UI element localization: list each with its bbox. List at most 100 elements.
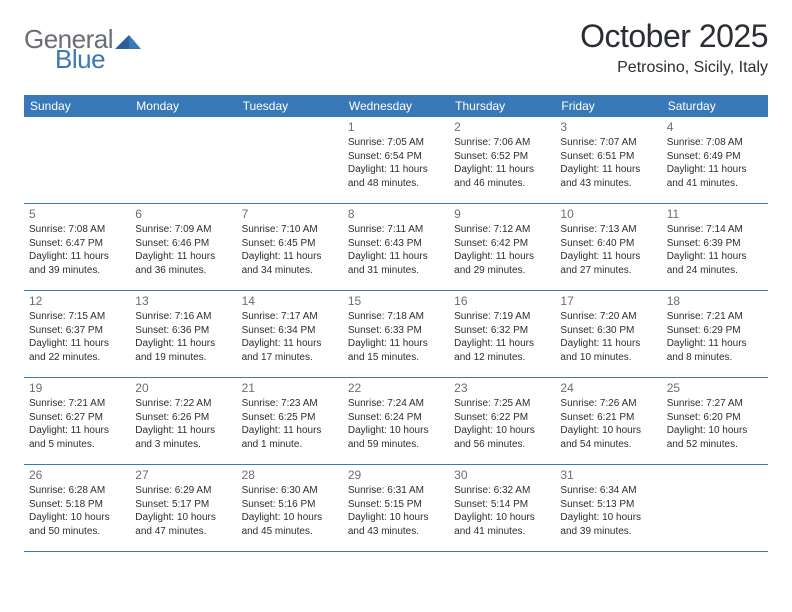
daylight-text: Daylight: 11 hours and 41 minutes. (667, 163, 763, 190)
dow-saturday: Saturday (662, 95, 768, 117)
sunset-text: Sunset: 5:18 PM (29, 498, 125, 512)
sunset-text: Sunset: 5:17 PM (135, 498, 231, 512)
sunrise-text: Sunrise: 7:09 AM (135, 223, 231, 237)
dow-monday: Monday (130, 95, 236, 117)
day-cell: 8 Sunrise: 7:11 AMSunset: 6:43 PMDaylight… (343, 204, 449, 290)
calendar-page: General October 2025 Petrosino, Sicily, … (0, 0, 792, 612)
day-number: 15 (348, 294, 444, 308)
sunrise-text: Sunrise: 7:15 AM (29, 310, 125, 324)
sunrise-text: Sunrise: 7:21 AM (667, 310, 763, 324)
sunrise-text: Sunrise: 7:12 AM (454, 223, 550, 237)
day-details: Sunrise: 6:30 AMSunset: 5:16 PMDaylight:… (242, 484, 338, 538)
sunrise-text: Sunrise: 7:24 AM (348, 397, 444, 411)
day-details: Sunrise: 6:28 AMSunset: 5:18 PMDaylight:… (29, 484, 125, 538)
daylight-text: Daylight: 11 hours and 22 minutes. (29, 337, 125, 364)
day-details: Sunrise: 7:26 AMSunset: 6:21 PMDaylight:… (560, 397, 656, 451)
day-details: Sunrise: 7:06 AMSunset: 6:52 PMDaylight:… (454, 136, 550, 190)
sunrise-text: Sunrise: 7:06 AM (454, 136, 550, 150)
day-details: Sunrise: 7:05 AMSunset: 6:54 PMDaylight:… (348, 136, 444, 190)
day-cell: 23 Sunrise: 7:25 AMSunset: 6:22 PMDayligh… (449, 378, 555, 464)
daylight-text: Daylight: 11 hours and 31 minutes. (348, 250, 444, 277)
daylight-text: Daylight: 10 hours and 54 minutes. (560, 424, 656, 451)
daylight-text: Daylight: 10 hours and 45 minutes. (242, 511, 338, 538)
day-cell: 6Sunrise: 7:09 AMSunset: 6:46 PMDaylight… (130, 204, 236, 290)
day-cell: 17 Sunrise: 7:20 AMSunset: 6:30 PMDayligh… (555, 291, 661, 377)
sunrise-text: Sunrise: 7:10 AM (242, 223, 338, 237)
sunset-text: Sunset: 6:21 PM (560, 411, 656, 425)
sunset-text: Sunset: 6:34 PM (242, 324, 338, 338)
sunrise-text: Sunrise: 6:29 AM (135, 484, 231, 498)
day-cell: 5Sunrise: 7:08 AMSunset: 6:47 PMDaylight… (24, 204, 130, 290)
day-cell: 28Sunrise: 6:30 AMSunset: 5:16 PMDayligh… (237, 465, 343, 551)
sunset-text: Sunset: 6:25 PM (242, 411, 338, 425)
day-details: Sunrise: 7:25 AMSunset: 6:22 PMDaylight:… (454, 397, 550, 451)
sunset-text: Sunset: 6:27 PM (29, 411, 125, 425)
week-row: 1Sunrise: 7:05 AMSunset: 6:54 PMDaylight… (24, 117, 768, 204)
day-details: Sunrise: 7:11 AMSunset: 6:43 PMDaylight:… (348, 223, 444, 277)
brand-text-part2: Blue (55, 44, 105, 74)
day-details: Sunrise: 7:20 AMSunset: 6:30 PMDaylight:… (560, 310, 656, 364)
location-subtitle: Petrosino, Sicily, Italy (580, 59, 768, 77)
day-cell: 24Sunrise: 7:26 AMSunset: 6:21 PMDayligh… (555, 378, 661, 464)
sunset-text: Sunset: 6:42 PM (454, 237, 550, 251)
sunrise-text: Sunrise: 7:23 AM (242, 397, 338, 411)
day-number: 8 (348, 207, 444, 221)
daylight-text: Daylight: 11 hours and 15 minutes. (348, 337, 444, 364)
day-cell: 15Sunrise: 7:18 AMSunset: 6:33 PMDayligh… (343, 291, 449, 377)
day-details: Sunrise: 7:08 AMSunset: 6:49 PMDaylight:… (667, 136, 763, 190)
day-cell: 31Sunrise: 6:34 AMSunset: 5:13 PMDayligh… (555, 465, 661, 551)
day-details: Sunrise: 7:21 AMSunset: 6:27 PMDaylight:… (29, 397, 125, 451)
day-cell (662, 465, 768, 551)
dow-friday: Friday (555, 95, 661, 117)
brand-text-part2-wrap: Blue (55, 44, 105, 75)
month-title: October 2025 (580, 18, 768, 55)
dow-thursday: Thursday (449, 95, 555, 117)
day-number: 19 (29, 381, 125, 395)
sunset-text: Sunset: 6:40 PM (560, 237, 656, 251)
day-cell: 1Sunrise: 7:05 AMSunset: 6:54 PMDaylight… (343, 117, 449, 203)
sunset-text: Sunset: 5:14 PM (454, 498, 550, 512)
page-header: General October 2025 Petrosino, Sicily, … (24, 18, 768, 77)
day-cell: 4Sunrise: 7:08 AMSunset: 6:49 PMDaylight… (662, 117, 768, 203)
daylight-text: Daylight: 11 hours and 17 minutes. (242, 337, 338, 364)
sunset-text: Sunset: 6:24 PM (348, 411, 444, 425)
daylight-text: Daylight: 10 hours and 50 minutes. (29, 511, 125, 538)
day-number: 25 (667, 381, 763, 395)
day-number: 23 (454, 381, 550, 395)
day-cell (130, 117, 236, 203)
week-row: 19 Sunrise: 7:21 AMSunset: 6:27 PMDayligh… (24, 378, 768, 465)
day-number: 27 (135, 468, 231, 482)
day-details: Sunrise: 7:07 AMSunset: 6:51 PMDaylight:… (560, 136, 656, 190)
day-details: Sunrise: 7:16 AMSunset: 6:36 PMDaylight:… (135, 310, 231, 364)
day-details: Sunrise: 7:17 AMSunset: 6:34 PMDaylight:… (242, 310, 338, 364)
day-cell: 2Sunrise: 7:06 AMSunset: 6:52 PMDaylight… (449, 117, 555, 203)
daylight-text: Daylight: 10 hours and 47 minutes. (135, 511, 231, 538)
day-number: 17 (560, 294, 656, 308)
sunset-text: Sunset: 5:16 PM (242, 498, 338, 512)
day-details: Sunrise: 7:08 AMSunset: 6:47 PMDaylight:… (29, 223, 125, 277)
day-number: 10 (560, 207, 656, 221)
day-details: Sunrise: 7:24 AMSunset: 6:24 PMDaylight:… (348, 397, 444, 451)
sunrise-text: Sunrise: 7:19 AM (454, 310, 550, 324)
weeks-container: 1Sunrise: 7:05 AMSunset: 6:54 PMDaylight… (24, 117, 768, 552)
day-number: 11 (667, 207, 763, 221)
day-number: 7 (242, 207, 338, 221)
day-cell: 12Sunrise: 7:15 AMSunset: 6:37 PMDayligh… (24, 291, 130, 377)
sunset-text: Sunset: 6:32 PM (454, 324, 550, 338)
sunset-text: Sunset: 6:46 PM (135, 237, 231, 251)
day-details: Sunrise: 7:27 AMSunset: 6:20 PMDaylight:… (667, 397, 763, 451)
day-cell: 19 Sunrise: 7:21 AMSunset: 6:27 PMDayligh… (24, 378, 130, 464)
day-number: 31 (560, 468, 656, 482)
sunset-text: Sunset: 6:37 PM (29, 324, 125, 338)
sunrise-text: Sunrise: 7:26 AM (560, 397, 656, 411)
daylight-text: Daylight: 11 hours and 24 minutes. (667, 250, 763, 277)
daylight-text: Daylight: 10 hours and 59 minutes. (348, 424, 444, 451)
day-details: Sunrise: 6:29 AMSunset: 5:17 PMDaylight:… (135, 484, 231, 538)
day-details: Sunrise: 7:23 AMSunset: 6:25 PMDaylight:… (242, 397, 338, 451)
sunset-text: Sunset: 5:15 PM (348, 498, 444, 512)
sunrise-text: Sunrise: 7:07 AM (560, 136, 656, 150)
day-cell: 27 Sunrise: 6:29 AMSunset: 5:17 PMDayligh… (130, 465, 236, 551)
day-cell: 30Sunrise: 6:32 AMSunset: 5:14 PMDayligh… (449, 465, 555, 551)
day-cell (24, 117, 130, 203)
calendar-grid: Sunday Monday Tuesday Wednesday Thursday… (24, 95, 768, 552)
